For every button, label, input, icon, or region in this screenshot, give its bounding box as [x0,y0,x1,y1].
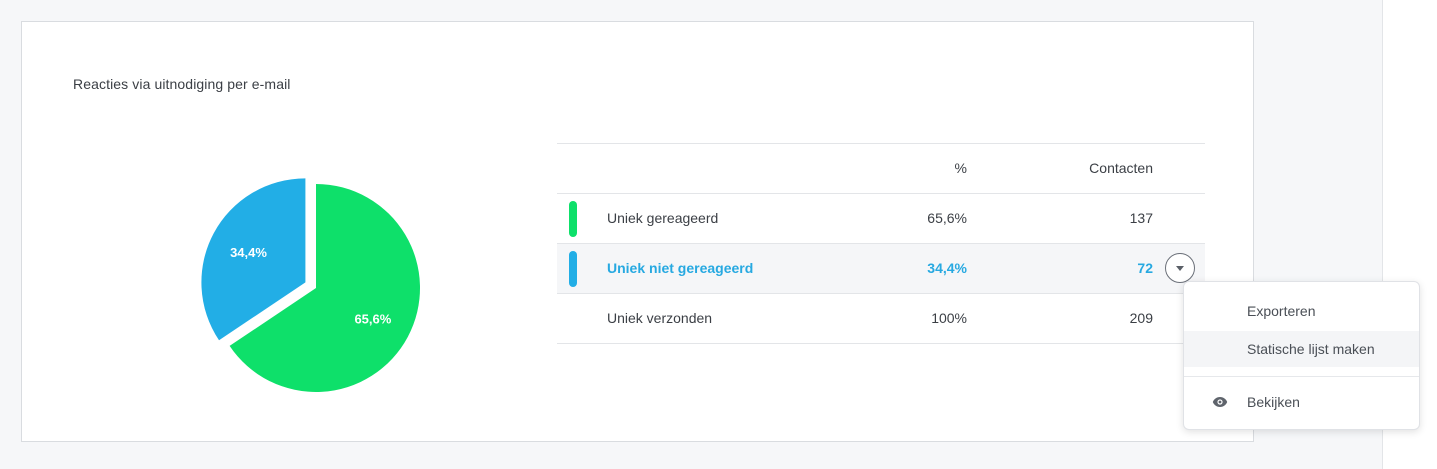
pie-label-uniek-niet-gereageerd: 34,4% [230,245,267,260]
report-card: Reacties via uitnodiging per e-mail 65,6… [21,21,1254,442]
row-contacts[interactable]: 72 [1137,260,1153,276]
row-actions-menu: Exporteren Statische lijst maken Bekijke… [1183,281,1420,430]
pie-chart: 65,6% 34,4% [201,178,420,392]
legend-swatch-blue [569,251,577,287]
row-actions-button[interactable] [1165,253,1195,283]
table-row-uniek-niet-gereageerd[interactable]: Uniek niet gereageerd 34,4% 72 [557,244,1205,294]
legend-swatch-green [569,201,577,237]
header-contacts: Contacten [1089,160,1153,176]
chevron-down-icon [1176,266,1184,271]
card-title: Reacties via uitnodiging per e-mail [73,76,291,92]
row-percent: 100% [931,310,967,326]
results-table: % Contacten Uniek gereageerd 65,6% 137 U… [557,143,1205,344]
menu-item-label: Bekijken [1247,394,1300,410]
pie-label-uniek-gereageerd: 65,6% [354,311,391,326]
menu-divider [1184,376,1419,377]
eye-icon [1212,397,1228,407]
row-label: Uniek niet gereageerd [607,260,754,276]
row-label: Uniek verzonden [607,310,713,326]
pie-slice-uniek-gereageerd[interactable] [229,184,420,392]
row-label: Uniek gereageerd [607,210,719,226]
table-header-row: % Contacten [557,144,1205,194]
row-percent: 65,6% [927,210,967,226]
table-row-uniek-verzonden[interactable]: Uniek verzonden 100% 209 [557,294,1205,344]
menu-item-bekijken[interactable]: Bekijken [1184,384,1419,420]
table-row-uniek-gereageerd[interactable]: Uniek gereageerd 65,6% 137 [557,194,1205,244]
pie-slice-uniek-niet-gereageerd[interactable] [201,178,306,341]
header-percent: % [954,160,967,176]
row-contacts[interactable]: 209 [1129,310,1153,326]
menu-item-statische-lijst-maken[interactable]: Statische lijst maken [1184,331,1419,367]
menu-item-exporteren[interactable]: Exporteren [1247,303,1316,319]
row-percent: 34,4% [927,260,967,276]
row-contacts[interactable]: 137 [1129,210,1153,226]
